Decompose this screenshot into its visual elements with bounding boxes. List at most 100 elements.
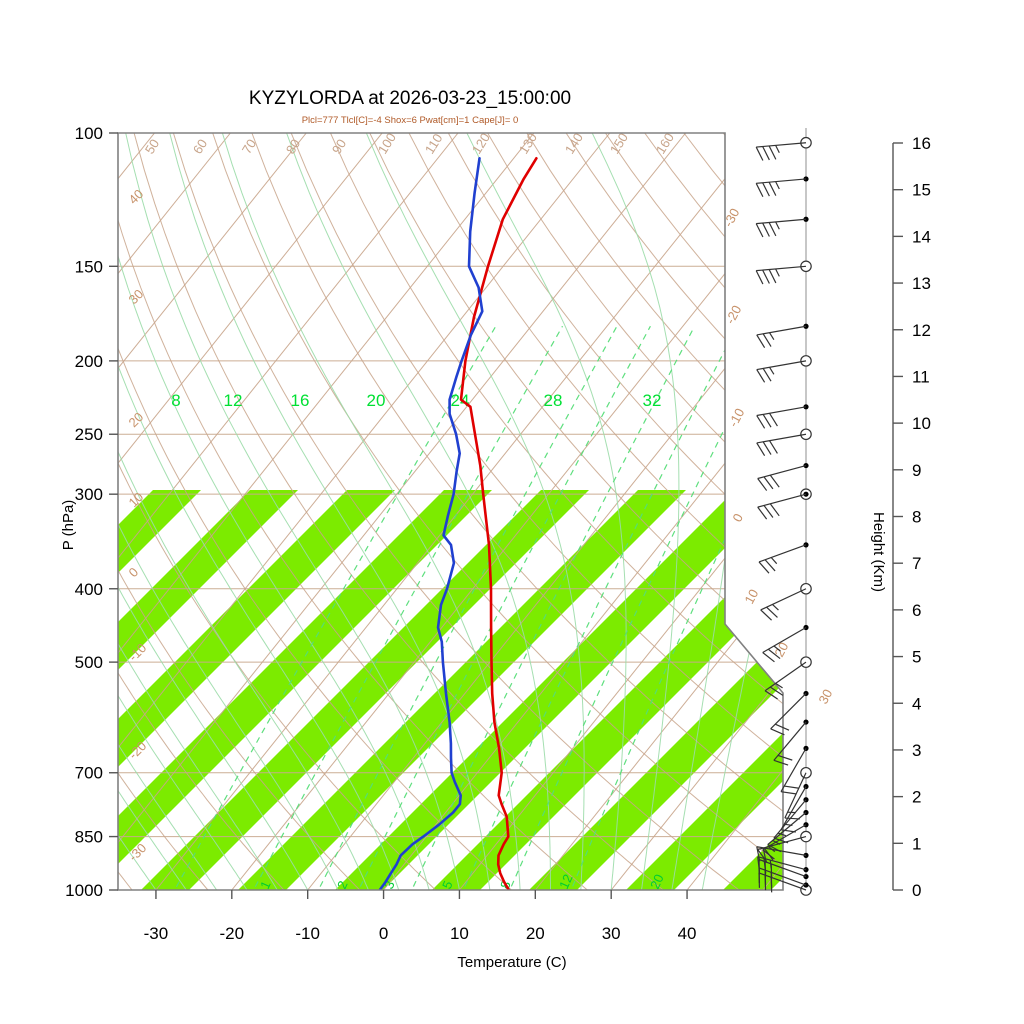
barb-shaft [784,772,807,819]
wind-barb [784,766,812,820]
dry-adiabat-lines [118,133,783,890]
page-title: KYZYLORDA at 2026-03-23_15:00:00 [249,88,571,109]
isotherm-label-right: 10 [741,587,761,607]
wind-barb [758,542,809,574]
height-tick-label: 2 [912,788,921,807]
barb-shaft [756,142,807,148]
wind-barb-column [755,128,812,896]
barb-full-feather [769,412,778,427]
p-tick-label: 250 [75,425,103,444]
barb-shaft [758,872,807,891]
barb-full-feather [768,222,777,237]
height-tick-label: 7 [912,554,921,573]
barb-shaft [773,721,807,761]
barb-shaft [757,464,807,480]
barb-shaft [770,693,807,730]
barb-full-feather [775,723,790,731]
barb-full-feather [757,856,761,872]
x-tick-label: -10 [295,924,320,943]
height-tick-label: 3 [912,741,921,760]
isotherm-label-right: 30 [815,687,835,707]
barb-shaft [756,406,807,417]
height-tick-label: 14 [912,227,931,246]
barb-shaft [780,786,807,831]
wind-barb [757,462,809,491]
wind-barb [767,809,809,853]
barb-full-feather [767,648,781,660]
barb-shaft [758,867,807,886]
barb-shaft [758,858,807,878]
barb-full-feather [757,506,768,520]
barb-full-feather [757,478,768,491]
barb-half-feather [772,603,779,611]
barb-shaft [757,493,807,508]
barb-half-feather [784,823,793,827]
height-tick-label: 6 [912,601,921,620]
x-tick-label: 10 [450,924,469,943]
thetae-label: 28 [544,391,563,410]
barb-full-feather [755,270,764,285]
dry-adiabat-label: 50 [142,136,162,156]
barb-half-feather [769,366,775,375]
barb-full-feather [769,440,778,454]
thetae-label: 16 [291,391,310,410]
p-tick-label: 700 [75,764,103,783]
barb-shaft [756,265,807,272]
wind-barb [760,582,812,621]
height-tick-label: 10 [912,414,931,433]
barb-half-feather [770,557,778,565]
barb-full-feather [762,333,772,347]
barb-shaft [758,544,807,563]
p-tick-label: 100 [75,124,103,143]
p-tick-label: 500 [75,653,103,672]
level-marker-dot [803,216,809,222]
barb-full-feather [757,849,768,862]
barb-full-feather [762,146,770,161]
height-tick-label: 16 [912,134,931,153]
barb-half-feather [767,846,776,853]
height-tick-label: 1 [912,834,921,853]
barb-full-feather [755,223,764,238]
barb-full-feather [762,368,772,382]
x-tick-label: 0 [379,924,388,943]
barb-shaft [756,325,807,336]
barb-full-feather [762,441,772,455]
p-tick-label: 850 [75,828,103,847]
barb-full-feather [756,369,766,383]
dry-adiabat-label: 90 [329,136,349,156]
barb-full-feather [768,145,777,160]
wind-barb [755,136,812,161]
barb-full-feather [756,334,766,349]
barb-half-feather [775,181,780,190]
barb-shaft [756,433,807,444]
barb-half-feather [769,860,772,869]
barb-full-feather [755,183,764,197]
height-tick-label: 5 [912,648,921,667]
barb-full-feather [768,181,777,196]
x-tick-label: -20 [220,924,245,943]
thetae-label-group: 8 12 16 20 24 28 32 [171,391,661,410]
barb-full-feather [769,474,780,488]
thetae-label: 12 [224,391,243,410]
saturation-shading-bands [118,490,783,890]
barb-full-feather [762,652,775,663]
wind-barb [755,216,809,238]
barb-full-feather [756,442,766,457]
x-tick-label: 20 [526,924,545,943]
barb-half-feather [773,645,781,652]
barb-full-feather [768,269,777,284]
sounding-curves [378,157,538,890]
barb-full-feather [773,837,789,844]
mixing-ratio-label: 12 [556,872,576,891]
wind-barb [780,783,809,833]
p-tick-label: 400 [75,580,103,599]
height-tick-label: 8 [912,508,921,527]
wind-barb [755,176,809,197]
barb-full-feather [784,785,800,789]
barb-full-feather [763,858,767,874]
mixing-ratio-lines [170,325,783,890]
dry-adiabat-label: 80 [283,136,303,156]
barb-shaft [760,588,807,611]
